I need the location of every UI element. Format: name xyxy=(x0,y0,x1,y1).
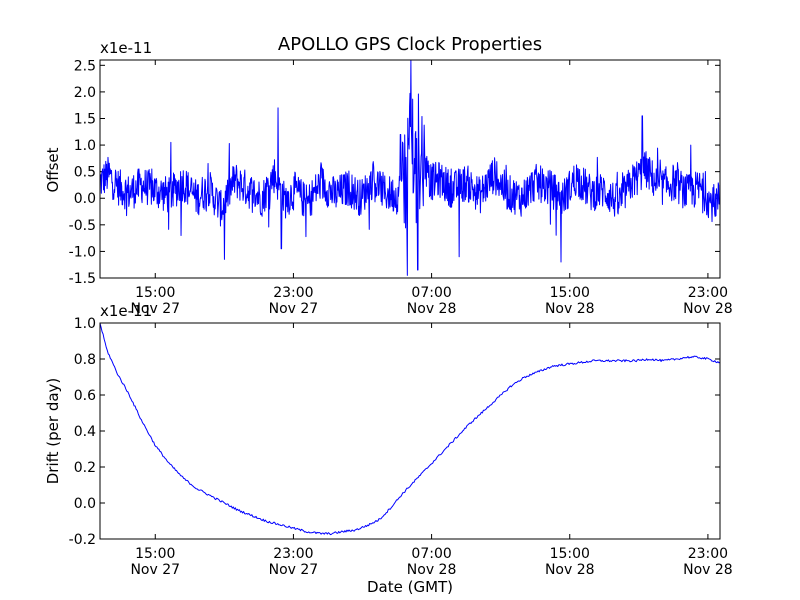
drift-y-tick-label: 0.2 xyxy=(74,460,96,476)
drift-x-tick-date-label: Nov 28 xyxy=(407,562,457,578)
offset-x-tick-time-label: 15:00 xyxy=(550,285,590,301)
offset-y-tick-label: 1.5 xyxy=(74,111,96,127)
offset-multiplier-label: x1e-11 xyxy=(100,39,152,57)
offset-x-tick-date-label: Nov 27 xyxy=(130,301,180,317)
offset-x-tick-time-label: 23:00 xyxy=(688,285,728,301)
drift-y-tick-label: 0.4 xyxy=(74,424,96,440)
drift-y-tick-label: 0.8 xyxy=(74,352,96,368)
offset-x-tick-date-label: Nov 27 xyxy=(269,301,319,317)
offset-y-tick-label: -1.5 xyxy=(69,271,96,287)
drift-y-axis-label: Drift (per day) xyxy=(44,378,62,485)
drift-y-tick-label: -0.2 xyxy=(69,532,96,548)
offset-x-tick-time-label: 07:00 xyxy=(411,285,451,301)
drift-y-ticks: -0.2 0.0 0.2 0.4 0.6 0.8 1.0 xyxy=(69,316,720,548)
offset-y-tick-label: -1.0 xyxy=(69,244,96,260)
offset-x-tick-time-label: 15:00 xyxy=(135,285,175,301)
offset-y-axis-label: Offset xyxy=(44,147,62,192)
drift-x-tick-time-label: 15:00 xyxy=(550,546,590,562)
offset-x-tick-date-label: Nov 28 xyxy=(545,301,595,317)
drift-x-tick-date-label: Nov 27 xyxy=(130,562,180,578)
drift-x-tick-time-label: 15:00 xyxy=(135,546,175,562)
offset-x-tick-time-label: 23:00 xyxy=(273,285,313,301)
offset-y-tick-label: 0.0 xyxy=(74,191,96,207)
drift-y-tick-label: 1.0 xyxy=(74,316,96,332)
offset-panel: x1e-11 Offset -1.5 -1.0 -0.5 0.0 0.5 1.0 1.5 2.… xyxy=(44,39,733,317)
offset-y-tick-label: -0.5 xyxy=(69,218,96,234)
offset-plot-frame xyxy=(99,59,721,279)
offset-y-tick-label: 2.5 xyxy=(74,58,96,74)
offset-y-tick-label: 0.5 xyxy=(74,165,96,181)
offset-y-tick-label: 1.0 xyxy=(74,138,96,154)
drift-y-tick-label: 0.6 xyxy=(74,388,96,404)
drift-panel: x1e-11 Drift (per day) -0.2 0.0 0.2 0.4 0.6 0… xyxy=(44,302,733,596)
drift-y-tick-label: 0.0 xyxy=(74,496,96,512)
offset-y-tick-label: 2.0 xyxy=(74,85,96,101)
offset-x-tick-date-label: Nov 28 xyxy=(683,301,733,317)
chart-title: APOLLO GPS Clock Properties xyxy=(278,34,542,55)
drift-series-line xyxy=(99,323,721,536)
drift-x-tick-date-label: Nov 28 xyxy=(545,562,595,578)
drift-x-tick-time-label: 07:00 xyxy=(411,546,451,562)
offset-series-line xyxy=(99,59,721,276)
drift-x-tick-time-label: 23:00 xyxy=(273,546,313,562)
drift-multiplier-label: x1e-11 xyxy=(100,302,152,320)
offset-y-ticks: -1.5 -1.0 -0.5 0.0 0.5 1.0 1.5 2.0 2.5 xyxy=(69,58,720,287)
x-axis-label: Date (GMT) xyxy=(367,578,453,596)
drift-x-tick-date-label: Nov 27 xyxy=(269,562,319,578)
drift-x-tick-date-label: Nov 28 xyxy=(683,562,733,578)
drift-x-tick-time-label: 23:00 xyxy=(688,546,728,562)
drift-plot-frame xyxy=(99,322,721,540)
offset-x-tick-date-label: Nov 28 xyxy=(407,301,457,317)
